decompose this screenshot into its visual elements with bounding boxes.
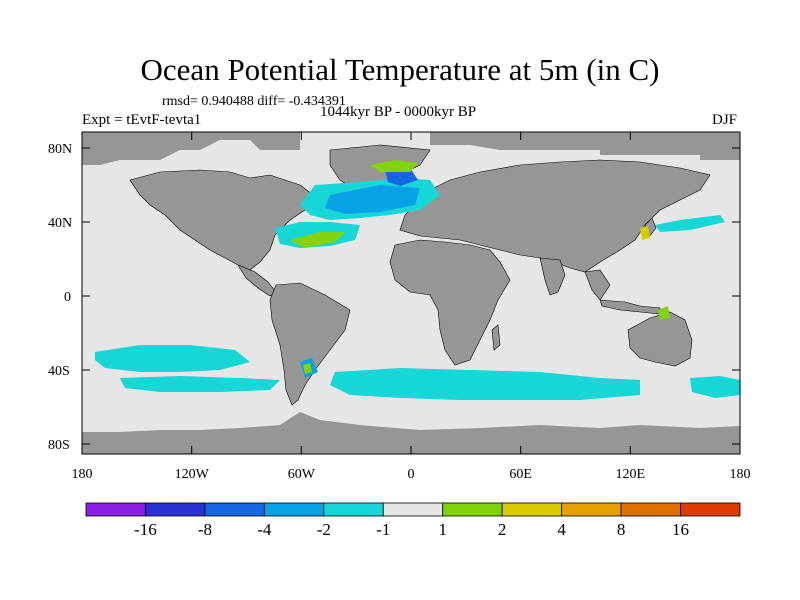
colorbar-swatch: [620, 502, 681, 517]
lat-label-0: 0: [64, 290, 71, 305]
pacific-northwest-cool-patch: [655, 215, 725, 232]
colorbar-swatch: [323, 502, 384, 517]
season-label: DJF: [712, 112, 738, 128]
colorbar-label: -8: [198, 520, 212, 539]
stats-text: rmsd= 0.940488 diff= -0.434391: [162, 94, 346, 109]
lon-label-60w: 60W: [288, 467, 316, 482]
colorbar-label: 16: [672, 520, 689, 539]
colorbar-label: -2: [317, 520, 331, 539]
lon-label-120w: 120W: [175, 467, 210, 482]
colorbar-swatch: [263, 502, 325, 517]
colorbar-swatch: [382, 502, 444, 517]
plot-title: Ocean Potential Temperature at 5m (in C): [140, 52, 660, 87]
southeast-asia-land: [584, 269, 611, 301]
lat-label-40n: 40N: [48, 216, 72, 231]
colorbar-swatch: [561, 502, 622, 517]
colorbar: -16 -8 -4 -2 -1 1 2 4 8 16: [85, 502, 741, 539]
colorbar-swatch: [145, 502, 206, 517]
eurasia-land: [399, 159, 711, 273]
africa-land: [389, 239, 511, 366]
latitude-axis: 80N 40N 0 40S 80S: [48, 142, 740, 453]
colorbar-label: 4: [557, 520, 566, 539]
lon-label-180e: 180: [730, 467, 751, 482]
colorbar-swatch: [501, 502, 563, 517]
madagascar-land: [491, 324, 501, 351]
patagonia-warm-spot: [303, 363, 312, 374]
lon-label-60e: 60E: [509, 467, 532, 482]
japan-warm-spot: [640, 226, 650, 240]
south-america-land: [269, 282, 351, 406]
south-pacific-cool-band: [95, 345, 250, 372]
southern-indian-ocean-patch: [690, 376, 740, 398]
colorbar-swatch: [204, 502, 265, 517]
colorbar-label: 1: [438, 520, 447, 539]
north-america-land: [129, 169, 321, 271]
india-land: [539, 257, 566, 296]
lon-label-120e: 120E: [616, 467, 646, 482]
period-label: 1044kyr BP - 0000kyr BP: [320, 104, 477, 120]
greenland-sea-warm-patch: [370, 160, 418, 172]
southern-ocean-cool-band: [330, 368, 640, 400]
longitude-axis: 180 120W 60W 0 60E 120E 180: [72, 132, 751, 482]
gulf-stream-warm-patch: [290, 232, 345, 248]
colorbar-swatch: [442, 502, 503, 517]
north-atlantic-cold-core: [325, 185, 420, 214]
experiment-label: Expt = tEvtF-tevta1: [82, 112, 202, 128]
colorbar-swatch: [680, 502, 741, 517]
lat-label-80n: 80N: [48, 142, 72, 157]
colorbar-label: -16: [134, 520, 157, 539]
colorbar-label: 8: [617, 520, 626, 539]
colorbar-swatch: [85, 502, 146, 517]
arctic-land: [82, 132, 740, 165]
colorbar-label: -1: [376, 520, 390, 539]
indonesia-warm-spot: [658, 306, 670, 320]
colorbar-label: -4: [257, 520, 272, 539]
lon-label-0: 0: [408, 467, 415, 482]
colorbar-label: 2: [498, 520, 507, 539]
antarctica-land: [82, 412, 740, 454]
anomaly-patches: [95, 160, 740, 400]
lat-label-80s: 80S: [48, 438, 70, 453]
south-pacific-cool-band-2: [120, 376, 280, 392]
greenland-sea-cold-patch: [385, 168, 418, 186]
lat-label-40s: 40S: [48, 364, 70, 379]
lon-label-180w: 180: [72, 467, 93, 482]
